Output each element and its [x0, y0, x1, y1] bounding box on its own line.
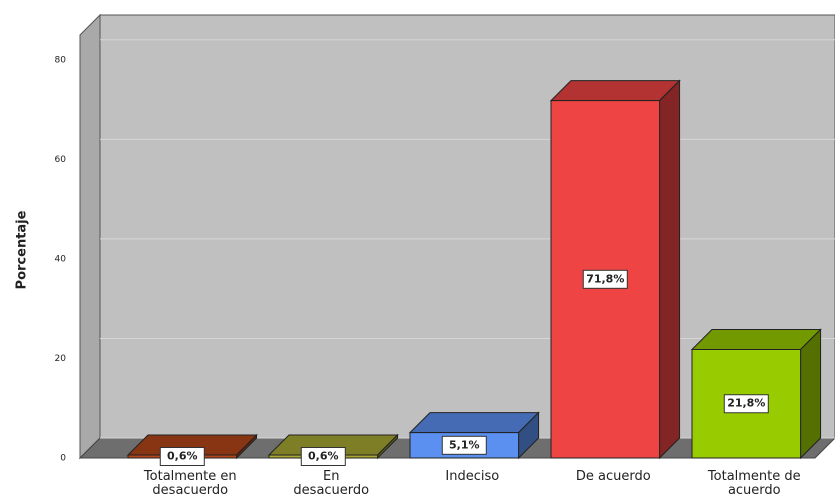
x-tick-label: Indeciso [445, 469, 499, 484]
value-label: 71,8% [586, 272, 624, 285]
y-tick-label: 20 [55, 354, 67, 364]
y-tick-label: 60 [55, 155, 67, 165]
bar-side [659, 79, 681, 460]
bar-top [408, 412, 540, 434]
value-label: 21,8% [727, 397, 765, 410]
y-axis-label: Porcentaje [15, 210, 30, 289]
bar-top [690, 328, 822, 350]
x-tick-label: En desacuerdo [293, 469, 369, 498]
value-label-box [159, 447, 205, 467]
x-tick-label: Totalmente en desacuerdo [143, 469, 237, 498]
value-label: 5,1% [449, 438, 480, 451]
value-label: 0,6% [308, 450, 339, 463]
value-label-box [723, 394, 769, 414]
bar-top [549, 80, 681, 102]
bar-side [800, 328, 822, 460]
y-tick-label: 80 [55, 55, 67, 65]
value-label-box [441, 435, 487, 455]
value-label-box [300, 447, 346, 467]
value-label-box [582, 269, 628, 289]
left-wall [79, 13, 101, 460]
x-tick-label: Totalmente de acuerdo [707, 469, 801, 498]
y-tick-label: 0 [60, 454, 66, 464]
y-tick-label: 40 [55, 254, 67, 264]
x-tick-label: De acuerdo [576, 469, 651, 484]
value-label: 0,6% [167, 450, 198, 463]
